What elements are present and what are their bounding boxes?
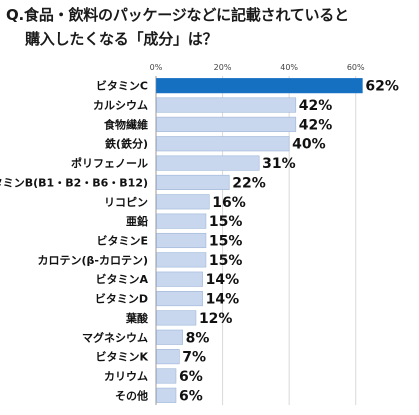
bar bbox=[156, 291, 203, 307]
value-label: 31% bbox=[262, 156, 296, 172]
category-label: 葉酸 bbox=[125, 311, 149, 325]
bar bbox=[156, 78, 363, 94]
bar bbox=[156, 349, 180, 365]
category-label: 鉄(鉄分) bbox=[105, 137, 148, 151]
bar bbox=[156, 368, 177, 384]
chart-title: Q.食品・飲料のパッケージなどに記載されていると 購入したくなる「成分」は？ bbox=[6, 3, 416, 51]
category-label: ビタミンB(B1・B2・B6・B12) bbox=[0, 175, 148, 189]
value-label: 22% bbox=[232, 175, 266, 191]
bar bbox=[156, 252, 207, 268]
bar bbox=[156, 213, 207, 229]
value-label: 16% bbox=[212, 195, 246, 211]
chart-title-line2: 購入したくなる「成分」は？ bbox=[25, 30, 218, 48]
category-label: マグネシウム bbox=[82, 330, 148, 344]
category-label: 食物繊維 bbox=[104, 117, 148, 131]
value-label: 12% bbox=[199, 311, 233, 327]
value-label: 14% bbox=[206, 272, 240, 288]
x-tick-label: 20% bbox=[214, 63, 232, 72]
bar bbox=[156, 97, 297, 113]
bar bbox=[156, 155, 260, 171]
chart-title-line1: Q.食品・飲料のパッケージなどに記載されていると bbox=[6, 6, 349, 24]
value-label: 6% bbox=[179, 369, 203, 385]
value-label: 15% bbox=[209, 234, 243, 250]
category-label: カルシウム bbox=[93, 99, 148, 112]
category-label: ビタミンE bbox=[96, 234, 148, 248]
bar bbox=[156, 116, 297, 132]
category-label: ビタミンC bbox=[96, 79, 148, 93]
value-label: 8% bbox=[186, 330, 210, 346]
bar bbox=[156, 194, 210, 210]
value-label: 6% bbox=[179, 388, 203, 404]
category-label: ビタミンD bbox=[95, 292, 148, 306]
x-tick-label: 40% bbox=[280, 63, 298, 72]
value-label: 15% bbox=[209, 253, 243, 269]
category-label: カリウム bbox=[104, 370, 148, 383]
bar bbox=[156, 232, 207, 249]
value-label: 7% bbox=[182, 350, 206, 366]
category-label: ビタミンK bbox=[95, 350, 148, 364]
bar bbox=[156, 329, 183, 345]
bar bbox=[156, 387, 177, 403]
category-label: カロテン(β-カロテン) bbox=[38, 254, 149, 267]
bar bbox=[156, 174, 230, 190]
value-label: 42% bbox=[299, 117, 333, 133]
value-label: 15% bbox=[209, 214, 243, 230]
value-label: 42% bbox=[299, 98, 333, 114]
x-tick-label: 0% bbox=[150, 63, 163, 72]
value-label: 14% bbox=[206, 292, 240, 308]
category-label: その他 bbox=[115, 388, 148, 402]
value-label: 40% bbox=[292, 137, 326, 153]
bar bbox=[156, 310, 197, 326]
category-label: 亜鉛 bbox=[126, 214, 148, 228]
category-label: ビタミンA bbox=[95, 272, 148, 286]
value-label: 62% bbox=[365, 79, 399, 95]
category-label: ポリフェノール bbox=[71, 156, 148, 170]
category-label: リコピン bbox=[104, 196, 148, 209]
bar bbox=[156, 271, 203, 287]
bar bbox=[156, 136, 290, 152]
x-tick-label: 60% bbox=[347, 63, 365, 72]
